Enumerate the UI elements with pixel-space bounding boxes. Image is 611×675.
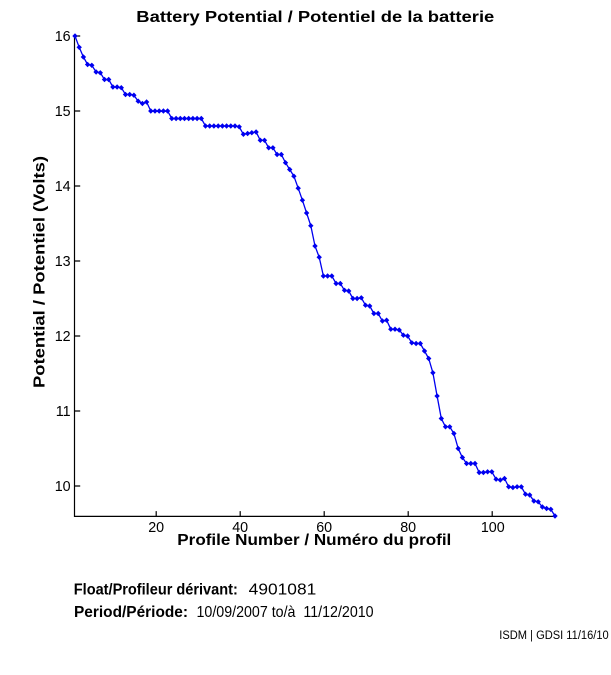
svg-text:60: 60 bbox=[316, 520, 332, 536]
svg-text:16: 16 bbox=[55, 29, 71, 45]
svg-text:14: 14 bbox=[55, 179, 71, 195]
svg-text:Potential / Potentiel (Volts): Potential / Potentiel (Volts) bbox=[32, 156, 49, 388]
svg-text:Profile Number / Numéro du pro: Profile Number / Numéro du profil bbox=[177, 532, 451, 549]
svg-text:Period/Période:10/09/2007 to/à: Period/Période: 10/09/2007 to/à 11/12/201… bbox=[74, 604, 374, 621]
svg-text:13: 13 bbox=[55, 254, 71, 270]
svg-text:12: 12 bbox=[55, 329, 71, 345]
svg-text:10: 10 bbox=[55, 479, 71, 495]
svg-text:15: 15 bbox=[55, 104, 71, 120]
svg-text:ISDM | GDSI 11/16/10: ISDM | GDSI 11/16/10 bbox=[499, 628, 608, 642]
svg-text:11: 11 bbox=[56, 404, 71, 420]
svg-text:Float/Profileur dérivant:49010: Float/Profileur dérivant: 4901081 bbox=[74, 581, 317, 598]
svg-text:40: 40 bbox=[232, 520, 248, 536]
svg-text:20: 20 bbox=[148, 520, 164, 536]
svg-text:Battery Potential / Potentiel: Battery Potential / Potentiel de la batt… bbox=[136, 9, 494, 26]
svg-text:80: 80 bbox=[400, 520, 416, 536]
svg-text:100: 100 bbox=[481, 520, 505, 536]
